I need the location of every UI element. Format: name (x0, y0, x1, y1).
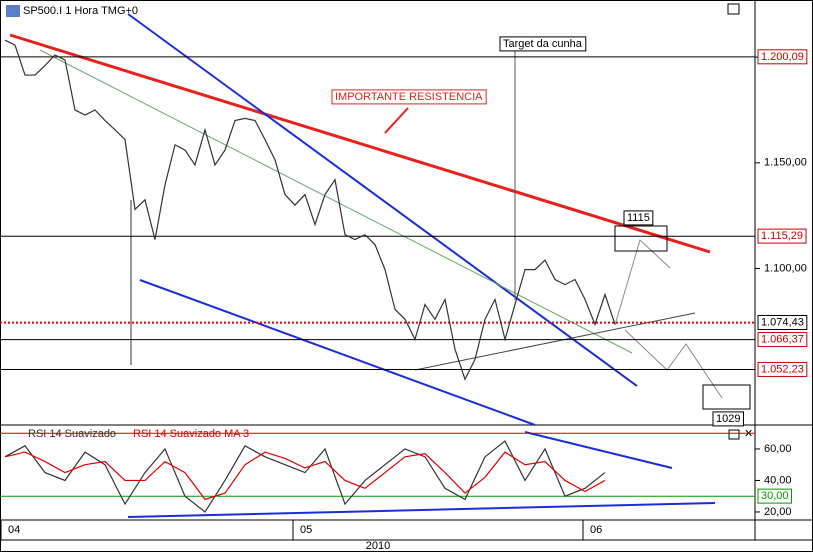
level-label-box (757, 332, 808, 348)
maximize-button[interactable] (727, 3, 740, 15)
level-label-box (757, 361, 808, 377)
level-label: 1.200,09 (761, 51, 804, 63)
level-label: 1.074,43 (761, 317, 804, 329)
annotation: 1029 (716, 413, 740, 425)
rsi-trendline (524, 431, 673, 469)
x-tick-label: 04 (8, 524, 20, 536)
series-line (4, 440, 606, 513)
annotation: Target da cunha (503, 38, 583, 50)
level-label: 30,00 (761, 490, 789, 502)
mid-line (39, 49, 633, 354)
level-label-box (757, 49, 808, 65)
legend-entry: RSI 14 Suavizado (28, 428, 116, 440)
x-tick-label: 06 (590, 524, 602, 536)
projection (624, 329, 723, 399)
level-label: 1.066,37 (761, 334, 804, 346)
series-line (4, 39, 616, 381)
annotation-box (499, 36, 587, 52)
chart-title: SP500.I 1 Hora TMG+0 (23, 5, 138, 17)
maximize-button[interactable] (728, 429, 740, 440)
target-box (614, 225, 668, 252)
annotation-box (712, 411, 744, 427)
y-tick-label: 60,00 (764, 443, 792, 455)
x-tick-label: 05 (300, 524, 312, 536)
annotation: 1115 (627, 212, 650, 224)
y-tick-label: 20,00 (764, 506, 792, 518)
level-label-box (757, 228, 807, 244)
wedge-line (127, 13, 638, 387)
target-box (702, 384, 751, 410)
year-label: 2010 (366, 540, 390, 552)
legend-entry: RSI 14 Suavizado MA 3 (133, 428, 249, 440)
level-label: 1.052,23 (761, 363, 804, 375)
wedge-line (139, 279, 536, 426)
y-tick-label: 40,00 (764, 474, 792, 486)
level-label-box (757, 315, 808, 331)
pointer (384, 107, 409, 134)
series-line (4, 451, 606, 501)
y-tick-label: 1.150,00 (764, 157, 807, 169)
resistance-line (9, 33, 711, 254)
symbol-icon (6, 5, 20, 17)
annotation: IMPORTANTE RESISTENCIA (335, 91, 483, 103)
projection (614, 239, 671, 326)
level-label: 1.115,29 (761, 230, 803, 242)
level-label-box (757, 488, 793, 504)
annotation-box (623, 210, 654, 226)
y-tick-label: 1.100,00 (764, 262, 807, 274)
rsi-trendline (127, 502, 716, 518)
close-button[interactable]: ✕ (744, 428, 753, 440)
annotation-box (331, 89, 487, 105)
trendlines (9, 13, 751, 518)
